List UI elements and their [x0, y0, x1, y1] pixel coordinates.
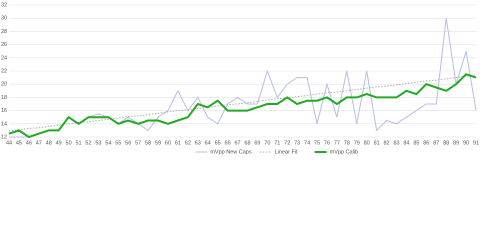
x-tick-label: 67	[234, 140, 240, 146]
series-line	[9, 18, 477, 138]
legend-label: Linear Fit	[275, 149, 298, 155]
x-tick-label: 47	[36, 140, 42, 146]
x-tick-label: 83	[393, 140, 399, 146]
legend-label: mVpp Calib	[330, 149, 358, 155]
x-tick-label: 49	[56, 140, 62, 146]
y-tick-label: 14	[1, 121, 7, 127]
x-tick-label: 87	[433, 140, 439, 146]
series-line	[8, 73, 477, 139]
x-tick-label: 70	[264, 140, 270, 146]
x-tick-label: 64	[205, 140, 211, 146]
x-tick-label: 46	[26, 140, 32, 146]
x-tick-label: 60	[165, 140, 171, 146]
x-tick-label: 62	[185, 140, 191, 146]
x-tick-label: 76	[324, 140, 330, 146]
x-tick-label: 44	[6, 140, 12, 146]
x-tick-label: 65	[215, 140, 221, 146]
y-tick-label: 26	[1, 42, 7, 48]
y-tick-label: 12	[1, 134, 7, 140]
x-tick-label: 90	[463, 140, 469, 146]
chart: 12 14 16 18 20 22 24 26 28 30 32 44 45 46 47 48 49 50 51 52…	[1, 2, 479, 155]
x-tick-label: 73	[294, 140, 300, 146]
x-tick-label: 54	[105, 140, 111, 146]
y-tick-label: 30	[1, 16, 7, 22]
y-tick-label: 22	[1, 68, 7, 74]
x-tick-label: 69	[254, 140, 260, 146]
legend-label: mVpp New Caps	[210, 149, 252, 155]
x-tick-label: 80	[364, 140, 370, 146]
y-tick-label: 16	[1, 108, 7, 114]
y-tick-label: 20	[1, 82, 7, 88]
x-tick-label: 58	[145, 140, 151, 146]
x-tick-label: 50	[66, 140, 72, 146]
x-tick-label: 84	[403, 140, 409, 146]
y-tick-label: 18	[1, 95, 7, 101]
x-tick-label: 81	[374, 140, 380, 146]
x-tick-label: 85	[413, 140, 419, 146]
x-tick-label: 55	[115, 140, 121, 146]
x-tick-label: 79	[354, 140, 360, 146]
x-tick-label: 89	[453, 140, 459, 146]
y-tick-label: 32	[1, 2, 7, 8]
x-tick-label: 59	[155, 140, 161, 146]
x-tick-label: 71	[274, 140, 280, 146]
x-tick-label: 86	[423, 140, 429, 146]
x-tick-label: 88	[443, 140, 449, 146]
x-tick-label: 82	[384, 140, 390, 146]
y-tick-label: 24	[1, 55, 7, 61]
x-tick-label: 61	[175, 140, 181, 146]
x-tick-label: 68	[244, 140, 250, 146]
x-tick-label: 91	[473, 140, 479, 146]
x-tick-label: 57	[135, 140, 141, 146]
x-tick-label: 48	[46, 140, 52, 146]
x-tick-label: 53	[95, 140, 101, 146]
x-tick-label: 56	[125, 140, 131, 146]
x-tick-label: 75	[314, 140, 320, 146]
y-tick-label: 28	[1, 29, 7, 35]
x-tick-label: 77	[334, 140, 340, 146]
x-tick-label: 74	[304, 140, 310, 146]
x-tick-label: 78	[344, 140, 350, 146]
x-tick-label: 45	[16, 140, 22, 146]
x-tick-label: 72	[284, 140, 290, 146]
x-tick-label: 63	[195, 140, 201, 146]
series-line	[8, 74, 477, 132]
x-tick-label: 51	[75, 140, 81, 146]
x-tick-label: 66	[225, 140, 231, 146]
x-tick-label: 52	[85, 140, 91, 146]
